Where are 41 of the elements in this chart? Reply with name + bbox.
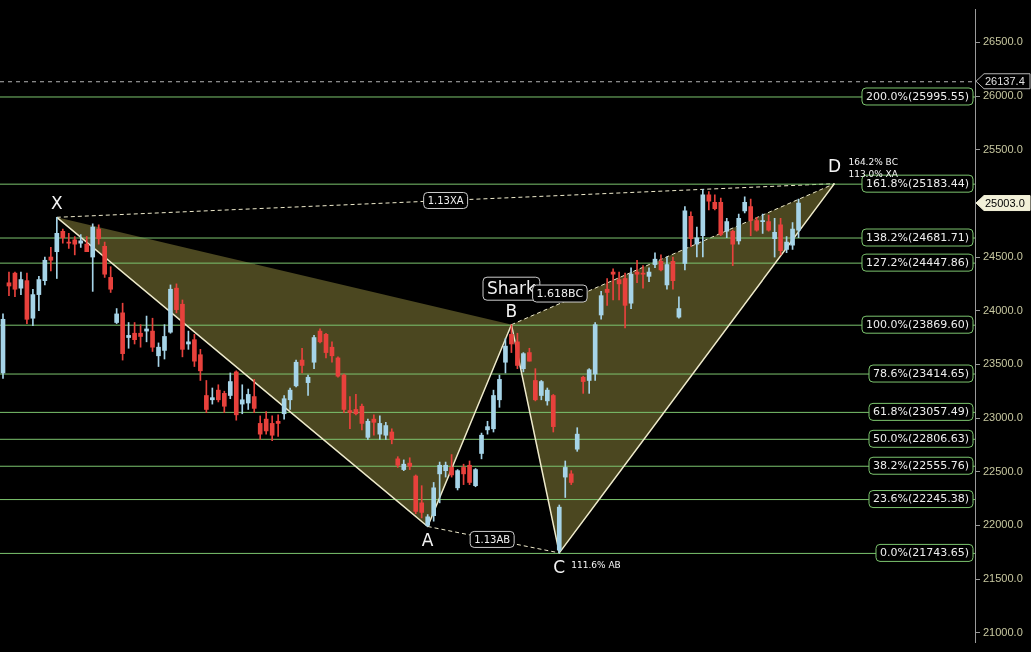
y-tick-label: 23500.0 [983, 357, 1023, 370]
candlestick [275, 414, 281, 437]
annotation: 164.2% BC [848, 157, 898, 168]
candlestick [640, 265, 646, 289]
y-tick-label: 26000.0 [983, 89, 1023, 102]
ref-line-label: 200.0%(25995.55) [865, 89, 969, 103]
y-tick-label: 26500.0 [983, 35, 1023, 48]
annotation: 1.13AB [474, 533, 511, 545]
annotation: 113.0% XA [848, 169, 899, 180]
y-tick-label: 21500.0 [983, 572, 1023, 585]
y-tick-label: 22000.0 [983, 518, 1023, 531]
ref-line-label: 78.6%(23414.65) [872, 366, 969, 380]
y-tick-label: 25500.0 [983, 142, 1023, 155]
ref-line-label: 138.2%(24681.71) [865, 230, 969, 244]
annotation: Shark [487, 277, 536, 298]
annotation: 1.13XA [427, 194, 464, 206]
y-tick-label: 24000.0 [983, 303, 1023, 316]
ref-line-label: 100.0%(23869.60) [865, 318, 969, 332]
ref-line-label: 127.2%(24447.86) [865, 255, 969, 269]
y-tick-label: 24500.0 [983, 250, 1023, 263]
ref-line-label: 0.0%(21743.65) [879, 546, 969, 560]
annotation: A [421, 529, 434, 550]
ref-line-label: 161.8%(25183.44) [865, 177, 969, 191]
annotation: 111.6% AB [571, 560, 621, 571]
ref-line-label: 38.2%(22555.76) [872, 459, 969, 473]
ref-line-label: 23.6%(22245.38) [872, 492, 969, 506]
ref-line-label: 50.0%(22806.63) [872, 432, 969, 446]
y-tick-label: 22500.0 [983, 464, 1023, 477]
ref-line-label: 61.8%(23057.49) [872, 405, 969, 419]
annotation: B [505, 301, 518, 322]
candlestick [634, 259, 640, 284]
candlestick [610, 268, 616, 301]
y-tick-label: 21000.0 [983, 625, 1023, 638]
ref-line-label: 26137.4 [985, 74, 1025, 87]
annotation: C [553, 557, 566, 578]
text: 25003.0 [985, 196, 1025, 209]
annotation: D [827, 156, 841, 177]
y-tick-label: 23000.0 [983, 411, 1023, 424]
annotation: 1.618BC [536, 286, 584, 300]
candlestick [347, 396, 353, 430]
annotation: X [51, 192, 63, 213]
